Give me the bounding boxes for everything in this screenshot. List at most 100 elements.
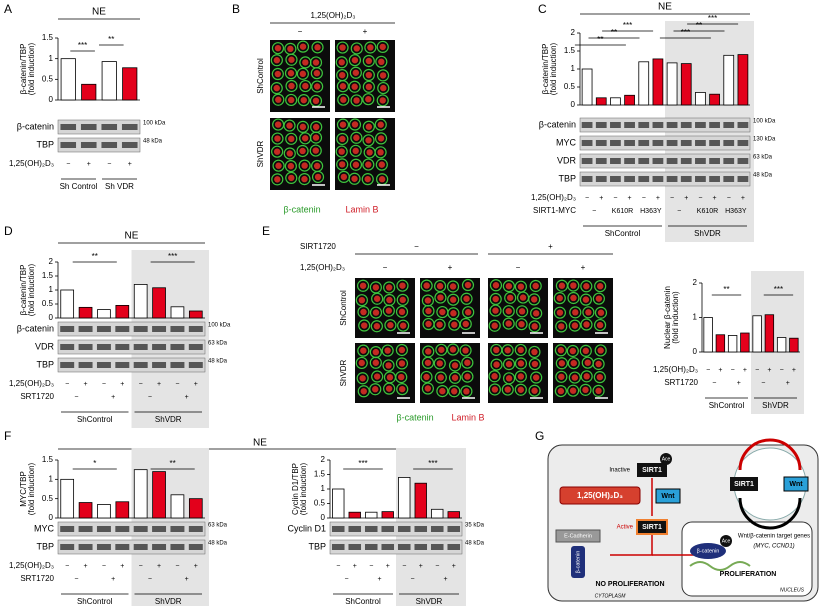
cell-membrane [355,356,368,370]
cell-membrane [514,370,527,383]
cell-nucleus [273,57,281,64]
y-axis-label: (fold induction) [671,291,680,344]
condition-mark: − [585,195,589,202]
cell-nucleus [399,296,406,304]
condition-mark: + [111,576,115,583]
blot-band [666,140,678,146]
cell-nucleus [385,284,393,291]
blot-band [96,362,111,368]
condition-mark: − [706,367,710,374]
y-tick-label: 0 [49,313,54,322]
condition-mark: + [713,195,717,202]
cell-membrane [567,279,580,292]
cell-nucleus [436,360,443,367]
condition-mark: − [74,576,78,583]
blot [57,137,141,153]
cell-nucleus [274,135,281,142]
shade [131,250,209,428]
condition-mark: − [435,563,439,570]
cell-nucleus [463,388,470,395]
cell-membrane [369,356,382,369]
y-axis-label: (fold induction) [27,462,36,515]
bar [447,511,460,519]
blot-band [78,362,93,368]
condition-mark: + [741,195,745,202]
blot-band [666,176,678,182]
cell-membrane [395,343,408,357]
cell-membrane [336,118,350,131]
cell-nucleus [504,386,511,393]
significance: ** [170,459,176,468]
cell-nucleus [518,320,525,328]
bar [101,61,117,101]
y-tick-label: 0.5 [42,299,54,308]
vitd-box [559,486,641,505]
cell-nucleus [385,385,393,392]
cell-nucleus [582,386,589,394]
y-axis-label: MYC/TBP [19,471,28,507]
condition-mark: + [628,195,632,202]
cell-nucleus [558,282,566,289]
diagram-label: CYTOPLASM [595,593,627,599]
cell-nucleus [451,388,458,395]
blot-band [723,176,735,182]
blot [57,357,206,373]
cell-nucleus [530,296,538,303]
cell-membrane [580,370,593,383]
cell-membrane [285,93,298,107]
group-label: ShControl [77,415,113,424]
cell-nucleus [436,282,444,290]
cell-nucleus [569,347,577,355]
cell-membrane [396,383,409,396]
y-tick-label: 1.5 [42,271,54,280]
blot-band [188,544,203,550]
cell-nucleus [505,282,513,290]
cell-membrane [433,318,446,331]
cell-nucleus [505,320,512,327]
cell-nucleus [399,385,406,393]
blot-band [381,526,395,532]
y-tick-label: 1 [321,484,326,493]
cell-nucleus [439,387,446,395]
cell-membrane [361,173,374,186]
condition-mark: + [386,563,390,570]
group-label: Sh Control [60,182,98,191]
blot-band [638,122,650,128]
y-axis-label: β-catenin/TBP [19,44,28,95]
bar [115,304,130,319]
wnt-box [655,488,681,504]
blot-band [188,526,203,532]
cell-nucleus [463,295,470,302]
condition-mark: H363Y [725,208,747,215]
kda-label: 48 kDa [465,541,485,547]
cell-nucleus [451,321,458,328]
cell-nucleus [373,373,381,380]
blot-band [737,140,749,146]
blot-band [60,142,77,148]
cell-membrane [271,67,284,81]
cell-nucleus [273,84,280,92]
blot-band [610,176,621,182]
column-label: − [516,263,521,272]
cell-membrane [420,370,433,384]
cell-nucleus [275,96,282,103]
bar [152,471,166,519]
blot [57,321,206,337]
condition-mark: − [761,380,765,387]
group-label: ShVDR [155,597,182,606]
cell-nucleus [583,283,590,290]
diagram-label: PROLIFERATION [720,571,777,578]
blot-band [101,124,118,130]
diagram-label: β-catenin [575,551,581,574]
condition-mark: + [185,576,189,583]
column-label: + [448,263,453,272]
cell-membrane [371,370,384,383]
blot-band [133,526,148,532]
cell-membrane [296,40,310,53]
bar [652,58,664,106]
cell-nucleus [569,387,577,394]
cell-membrane [374,118,387,131]
panel-letter: B [232,2,240,16]
blot [579,135,751,151]
micrograph [488,343,548,403]
